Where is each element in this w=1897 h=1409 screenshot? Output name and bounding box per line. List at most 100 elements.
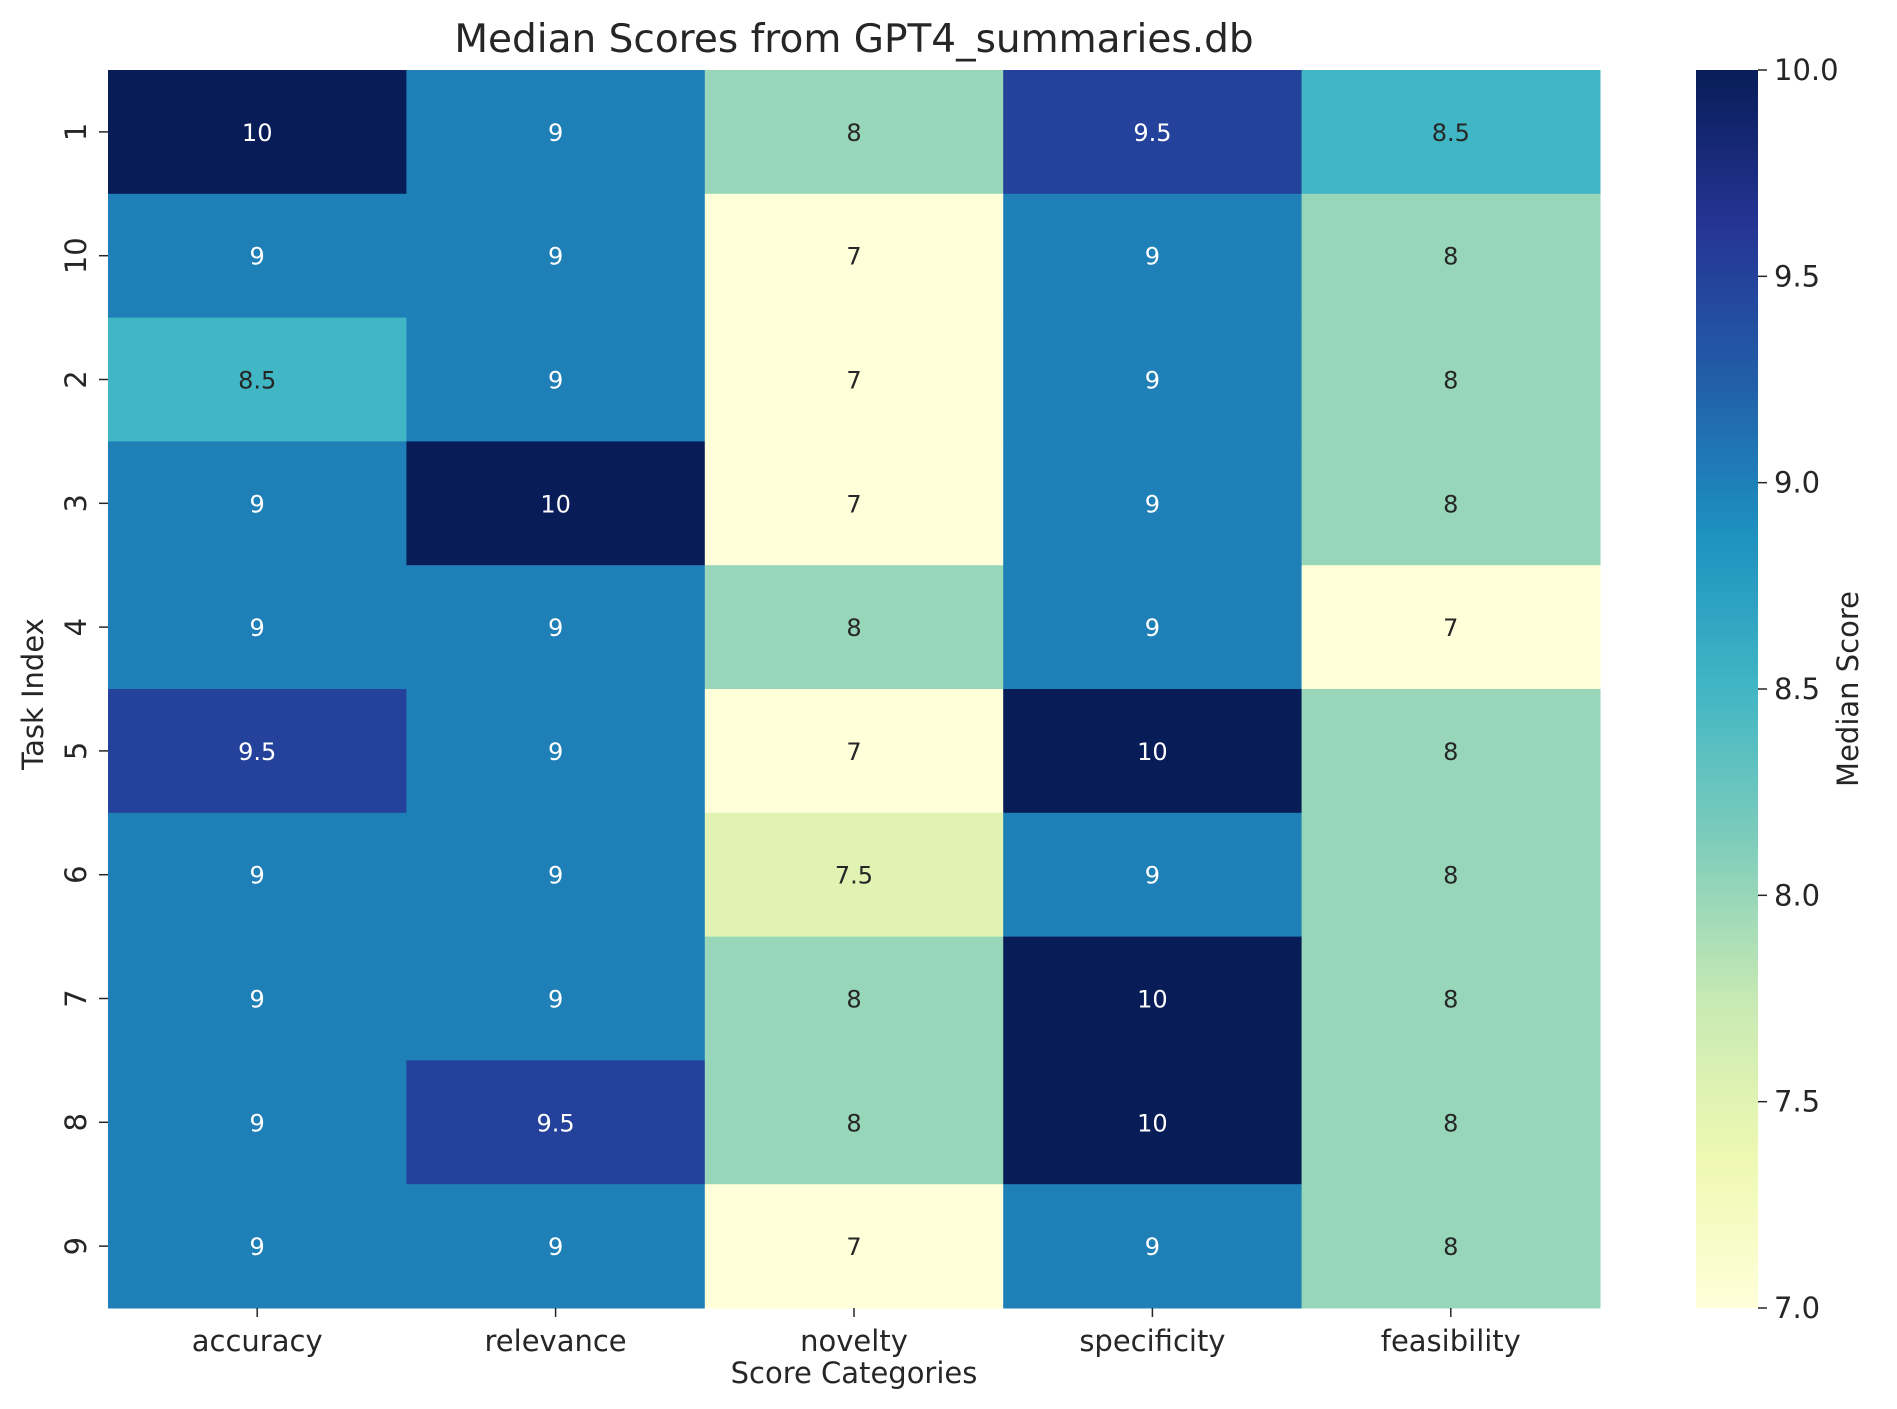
heatmap-cell xyxy=(1003,193,1303,319)
heatmap-cell xyxy=(1003,689,1303,814)
cell-value-label: 7 xyxy=(1443,614,1458,642)
cell-value-label: 8 xyxy=(846,614,861,642)
x-tick-label: relevance xyxy=(485,1324,627,1358)
heatmap-cell xyxy=(406,689,706,814)
cell-value-label: 7 xyxy=(846,738,861,766)
cell-value-label: 8 xyxy=(1443,1109,1458,1137)
cell-value-label: 9.5 xyxy=(238,738,276,766)
cell-value-label: 9 xyxy=(548,986,563,1014)
cell-value-label: 9 xyxy=(548,243,563,271)
x-tick-label: specificity xyxy=(1079,1324,1225,1358)
cell-value-label: 9 xyxy=(1145,1233,1160,1261)
y-tick-label: 5 xyxy=(59,742,93,760)
cell-value-label: 10 xyxy=(242,119,273,147)
y-tick-label: 2 xyxy=(59,370,93,388)
heatmap-cells: 10 9 8 9.5 8.5 9 9 7 9 8 8.5 9 7 9 8 9 10 7 9 8 9 9 8 9 7 9.5 9 7 10… xyxy=(108,70,1601,1309)
y-tick-label: 6 xyxy=(59,865,93,883)
colorbar-tick-label: 9.5 xyxy=(1774,259,1820,293)
cell-value-label: 10 xyxy=(1137,986,1168,1014)
heatmap-cell xyxy=(108,1184,407,1309)
y-tick-label: 1 xyxy=(59,123,93,141)
cell-value-label: 8 xyxy=(1443,367,1458,395)
heatmap-cell xyxy=(1301,441,1601,566)
x-tick-label: accuracy xyxy=(192,1324,323,1358)
heatmap-cell xyxy=(406,441,706,566)
heatmap-cell xyxy=(1003,565,1303,690)
heatmap-cell xyxy=(1301,1060,1601,1185)
x-tick-label: feasibility xyxy=(1381,1324,1521,1358)
x-axis-ticks: accuracy relevance novelty specificity feasi… xyxy=(192,1308,1521,1358)
cell-value-label: 9 xyxy=(250,986,265,1014)
heatmap-cell xyxy=(704,441,1004,566)
cell-value-label: 9 xyxy=(1145,862,1160,890)
cell-value-label: 8 xyxy=(846,119,861,147)
heatmap-cell xyxy=(704,812,1004,938)
x-axis-label: Score Categories xyxy=(731,1356,978,1390)
heatmap-cell xyxy=(1301,812,1601,938)
heatmap-cell xyxy=(1301,193,1601,319)
colorbar-tick-label: 8.0 xyxy=(1774,878,1820,912)
colorbar-tick-label: 10.0 xyxy=(1774,53,1839,87)
cell-value-label: 9 xyxy=(250,490,265,518)
cell-value-label: 9 xyxy=(250,862,265,890)
cell-value-label: 7 xyxy=(846,367,861,395)
heatmap-cell xyxy=(406,1184,706,1309)
heatmap-cell xyxy=(1301,565,1601,690)
cell-value-label: 9 xyxy=(548,1233,563,1261)
heatmap-cell xyxy=(108,936,407,1061)
heatmap-cell xyxy=(704,936,1004,1061)
heatmap-cell xyxy=(406,317,706,442)
cell-value-label: 8.5 xyxy=(1432,119,1470,147)
cell-value-label: 7 xyxy=(846,243,861,271)
y-axis-ticks: 1 10 2 3 4 5 6 7 8 9 xyxy=(59,123,108,1255)
y-tick-label: 3 xyxy=(59,494,93,512)
heatmap-cell xyxy=(108,565,407,690)
cell-value-label: 7 xyxy=(846,1233,861,1261)
cell-value-label: 9 xyxy=(250,1109,265,1137)
colorbar-tick-label: 7.0 xyxy=(1774,1291,1820,1325)
heatmap-cell xyxy=(1003,317,1303,442)
colorbar-tick-label: 8.5 xyxy=(1774,672,1820,706)
colorbar: 7.0 7.5 8.0 8.5 9.0 9.5 10.0 Median Score xyxy=(1696,53,1865,1325)
cell-value-label: 9 xyxy=(1145,243,1160,271)
heatmap-cell xyxy=(704,1060,1004,1185)
colorbar-tick-label: 7.5 xyxy=(1774,1085,1820,1119)
cell-value-label: 8 xyxy=(846,986,861,1014)
y-tick-label: 10 xyxy=(59,237,93,274)
y-tick-label: 9 xyxy=(59,1237,93,1255)
cell-value-label: 8.5 xyxy=(238,367,276,395)
cell-value-label: 9 xyxy=(548,614,563,642)
heatmap-cell xyxy=(704,193,1004,319)
cell-value-label: 8 xyxy=(846,1109,861,1137)
heatmap-cell xyxy=(406,70,706,195)
y-axis-label: Task Index xyxy=(16,618,50,771)
cell-value-label: 10 xyxy=(1137,738,1168,766)
heatmap-cell xyxy=(1301,936,1601,1061)
cell-value-label: 8 xyxy=(1443,738,1458,766)
heatmap-cell xyxy=(1003,812,1303,938)
heatmap-cell xyxy=(1301,1184,1601,1309)
colorbar-ticks: 7.0 7.5 8.0 8.5 9.0 9.5 10.0 xyxy=(1758,53,1839,1325)
heatmap-cell xyxy=(108,1060,407,1185)
cell-value-label: 8 xyxy=(1443,243,1458,271)
y-tick-label: 8 xyxy=(59,1113,93,1131)
cell-value-label: 8 xyxy=(1443,862,1458,890)
heatmap-cell xyxy=(1003,1184,1303,1309)
cell-value-label: 9 xyxy=(1145,490,1160,518)
heatmap-cell xyxy=(406,812,706,938)
cell-value-label: 9 xyxy=(548,367,563,395)
heatmap-cell xyxy=(704,317,1004,442)
heatmap-cell xyxy=(108,812,407,938)
y-tick-label: 7 xyxy=(59,989,93,1007)
y-tick-label: 4 xyxy=(59,618,93,636)
colorbar-tick-label: 9.0 xyxy=(1774,466,1820,500)
cell-value-label: 7 xyxy=(846,490,861,518)
heatmap-cell xyxy=(406,193,706,319)
chart-title: Median Scores from GPT4_summaries.db xyxy=(454,17,1253,62)
heatmap-cell xyxy=(1301,317,1601,442)
cell-value-label: 9.5 xyxy=(1133,119,1171,147)
heatmap-cell xyxy=(108,193,407,319)
heatmap-cell xyxy=(108,70,407,195)
heatmap-cell xyxy=(704,70,1004,195)
